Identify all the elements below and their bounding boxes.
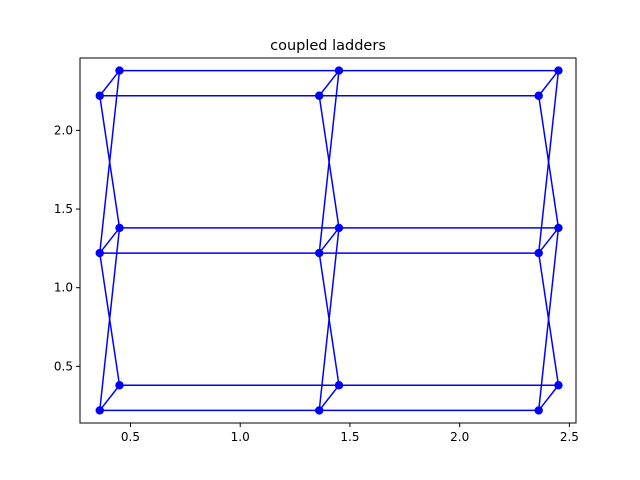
edge-22 xyxy=(99,252,121,386)
edge-24 xyxy=(99,95,121,229)
node-3 xyxy=(334,381,344,390)
ladder-nodes xyxy=(95,66,563,415)
x-axis: 0.5 1.0 1.5 2.0 2.5 xyxy=(121,423,579,444)
edge-0 xyxy=(99,384,121,411)
x-tick-label: 1.0 xyxy=(231,430,250,444)
x-tick-label: 0.5 xyxy=(121,430,140,444)
node-15 xyxy=(334,66,344,75)
x-tick-label: 2.0 xyxy=(450,430,469,444)
x-tick-label: 2.5 xyxy=(560,430,579,444)
node-0 xyxy=(95,406,104,415)
node-2 xyxy=(315,406,324,415)
node-5 xyxy=(554,381,563,390)
node-17 xyxy=(554,66,563,75)
edge-28 xyxy=(318,95,340,229)
chart-title: coupled ladders xyxy=(270,38,386,54)
node-13 xyxy=(115,66,124,75)
node-14 xyxy=(315,91,324,100)
y-axis: 0.5 1.0 1.5 2.0 xyxy=(54,123,80,373)
node-6 xyxy=(95,248,104,258)
y-tick-label: 1.5 xyxy=(54,202,73,216)
y-tick-label: 0.5 xyxy=(54,359,73,373)
node-11 xyxy=(554,223,563,233)
y-tick-label: 1.0 xyxy=(54,281,73,295)
node-12 xyxy=(95,91,104,100)
edge-3 xyxy=(99,227,121,254)
edge-1 xyxy=(318,384,340,411)
node-4 xyxy=(534,406,543,415)
ladder-edges xyxy=(99,69,560,412)
node-16 xyxy=(534,91,543,100)
edge-2 xyxy=(538,384,560,411)
edge-32 xyxy=(537,95,560,229)
node-10 xyxy=(534,248,543,258)
node-7 xyxy=(115,223,124,233)
edge-26 xyxy=(318,252,340,386)
edge-30 xyxy=(537,252,560,386)
edge-7 xyxy=(318,70,340,97)
node-1 xyxy=(115,381,124,390)
axes-frame xyxy=(79,57,577,424)
node-9 xyxy=(334,223,344,233)
edge-8 xyxy=(538,70,560,97)
x-tick-label: 1.5 xyxy=(340,430,359,444)
edge-5 xyxy=(538,227,560,254)
edge-4 xyxy=(318,227,340,254)
y-tick-label: 2.0 xyxy=(54,123,73,137)
edge-6 xyxy=(99,70,121,97)
node-8 xyxy=(315,248,324,258)
